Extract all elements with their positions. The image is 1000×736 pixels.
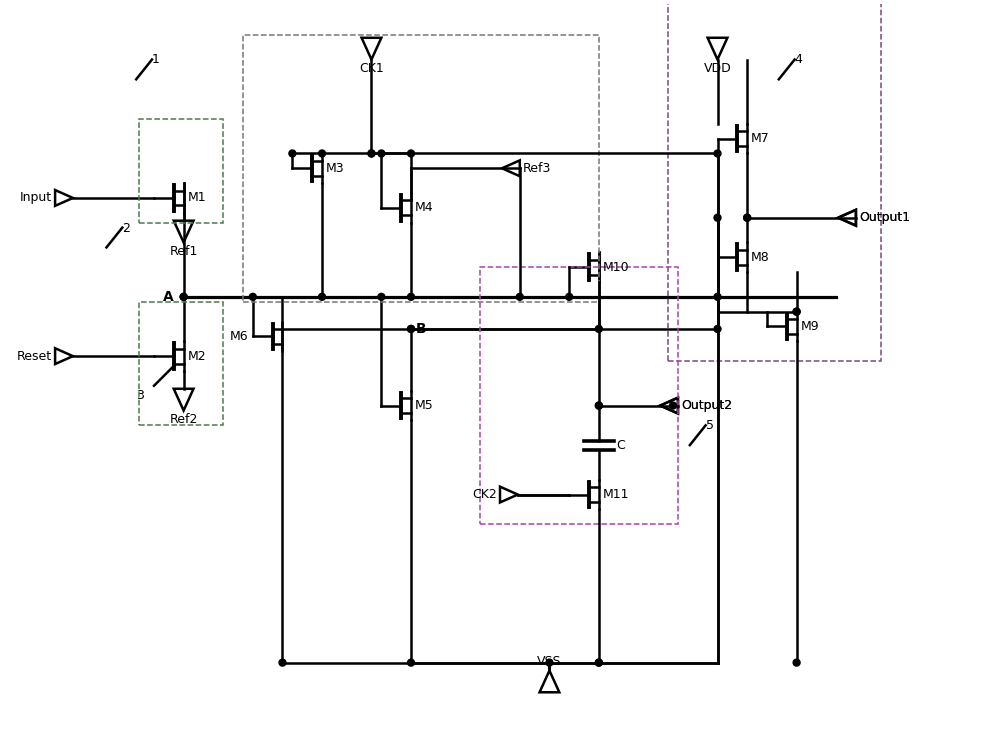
Circle shape	[408, 294, 414, 300]
Circle shape	[714, 150, 721, 157]
Text: Reset: Reset	[17, 350, 52, 363]
Circle shape	[319, 150, 325, 157]
Circle shape	[595, 402, 602, 409]
Circle shape	[546, 659, 553, 666]
Text: M1: M1	[188, 191, 206, 205]
Circle shape	[249, 294, 256, 300]
Circle shape	[368, 150, 375, 157]
Circle shape	[595, 659, 602, 666]
Text: M5: M5	[415, 399, 434, 412]
Circle shape	[279, 659, 286, 666]
Circle shape	[595, 325, 602, 333]
Circle shape	[516, 294, 523, 300]
Text: 5: 5	[706, 420, 714, 432]
Circle shape	[180, 294, 187, 300]
Circle shape	[714, 325, 721, 333]
Circle shape	[289, 150, 296, 157]
Text: 4: 4	[795, 54, 803, 66]
Text: Output2: Output2	[681, 399, 732, 412]
Text: M10: M10	[603, 261, 629, 274]
Text: CK2: CK2	[472, 488, 497, 501]
Bar	[668, 0, 881, 361]
Text: M3: M3	[326, 162, 345, 174]
Circle shape	[566, 294, 573, 300]
Circle shape	[744, 214, 751, 222]
Text: 1: 1	[152, 54, 160, 66]
Circle shape	[408, 659, 414, 666]
Circle shape	[793, 308, 800, 315]
Text: Ref3: Ref3	[523, 162, 551, 174]
Circle shape	[793, 659, 800, 666]
Circle shape	[408, 325, 414, 333]
Circle shape	[368, 150, 375, 157]
Text: M7: M7	[751, 132, 770, 145]
Bar	[243, 35, 599, 302]
Text: B: B	[416, 322, 427, 336]
Circle shape	[595, 659, 602, 666]
Text: M9: M9	[801, 320, 819, 333]
Text: M4: M4	[415, 202, 434, 214]
Text: M8: M8	[751, 251, 770, 263]
Circle shape	[714, 214, 721, 222]
Circle shape	[793, 308, 800, 315]
Text: 2: 2	[122, 222, 130, 235]
Text: A: A	[163, 290, 174, 304]
Bar	[139, 118, 223, 223]
Text: Ref1: Ref1	[169, 245, 198, 258]
Text: Ref2: Ref2	[169, 414, 198, 426]
Circle shape	[595, 402, 602, 409]
Text: CK1: CK1	[359, 63, 384, 76]
Circle shape	[378, 150, 385, 157]
Text: 3: 3	[136, 389, 144, 402]
Circle shape	[180, 294, 187, 300]
Circle shape	[408, 150, 414, 157]
Text: Output2: Output2	[681, 399, 732, 412]
Text: VDD: VDD	[704, 63, 731, 76]
Text: Input: Input	[20, 191, 52, 205]
Circle shape	[670, 402, 676, 409]
Text: M11: M11	[603, 488, 629, 501]
Circle shape	[319, 294, 325, 300]
Text: M2: M2	[188, 350, 206, 363]
Circle shape	[408, 325, 414, 333]
Text: Output1: Output1	[859, 211, 910, 224]
Circle shape	[714, 294, 721, 300]
Circle shape	[744, 214, 751, 222]
Text: M6: M6	[229, 330, 248, 343]
Circle shape	[378, 294, 385, 300]
Text: C: C	[617, 439, 625, 452]
Text: VSS: VSS	[537, 654, 562, 668]
Text: Output1: Output1	[859, 211, 910, 224]
Bar	[480, 267, 678, 524]
Bar	[139, 302, 223, 425]
